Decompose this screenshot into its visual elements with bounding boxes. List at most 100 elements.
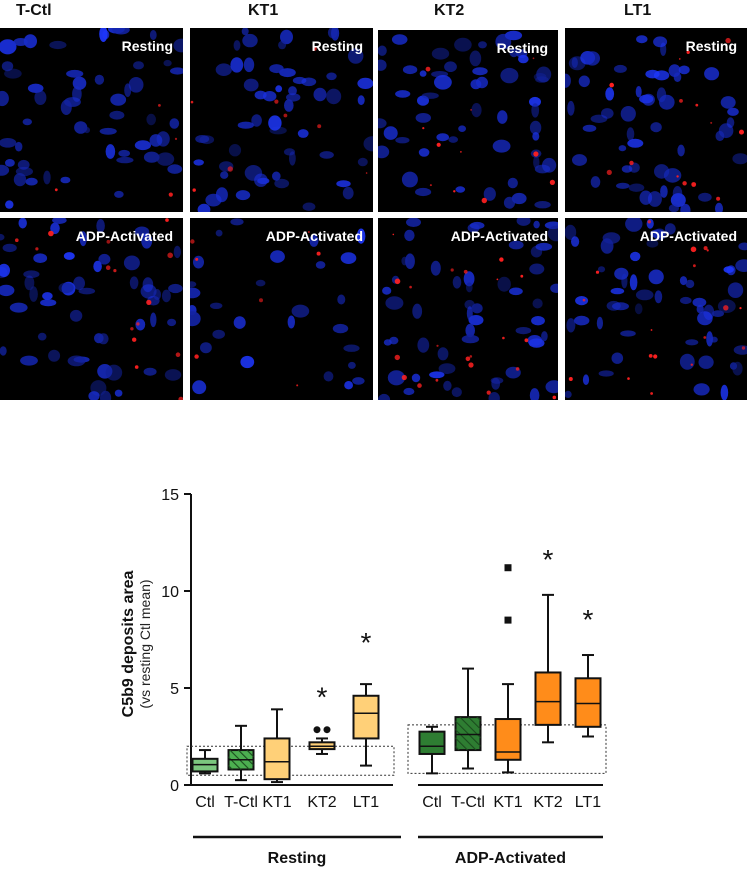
nucleus: [601, 108, 614, 119]
c5b9-deposit: [394, 278, 401, 285]
nucleus: [0, 138, 17, 148]
nucleus: [22, 118, 32, 126]
nucleus: [500, 67, 519, 84]
nucleus: [297, 129, 309, 138]
nucleus: [190, 281, 197, 288]
nucleus: [434, 75, 452, 90]
nucleus: [680, 296, 692, 305]
nucleus: [73, 276, 85, 290]
c5b9-deposit: [725, 37, 731, 44]
nucleus: [466, 282, 473, 293]
c5b9-deposit: [552, 395, 557, 400]
c5b9-deposit: [259, 298, 263, 303]
nucleus: [533, 155, 540, 169]
nucleus: [735, 259, 747, 272]
c5b9-deposit: [690, 246, 697, 253]
nucleus: [630, 251, 641, 262]
nucleus: [508, 240, 524, 250]
nucleus: [29, 286, 38, 302]
nucleus: [395, 90, 411, 98]
c5b9-deposit: [515, 367, 520, 371]
nucleus: [5, 200, 14, 209]
nucleus: [503, 196, 516, 209]
c5b9-deposit: [365, 172, 368, 174]
nucleus: [195, 135, 210, 143]
c5b9-deposit: [739, 307, 742, 310]
nucleus: [706, 331, 713, 347]
c5b9-deposit: [54, 188, 58, 192]
nucleus: [163, 59, 172, 67]
nucleus: [378, 145, 390, 159]
nucleus: [363, 136, 373, 152]
nucleus: [668, 204, 679, 212]
nucleus: [143, 367, 157, 376]
c5b9-deposit: [710, 121, 713, 124]
nucleus: [287, 315, 295, 329]
nucleus: [704, 67, 720, 81]
c5b9-deposit: [481, 197, 487, 204]
significance-star: *: [317, 681, 328, 712]
nucleus: [677, 144, 685, 157]
c5b9-deposit: [496, 278, 499, 281]
nucleus: [96, 219, 105, 233]
nucleus: [597, 266, 606, 273]
x-tick-label: KT2: [307, 794, 336, 811]
nucleus: [531, 103, 540, 118]
nucleus: [598, 370, 614, 377]
nucleus: [565, 224, 577, 240]
c5b9-deposit: [134, 365, 139, 369]
nucleus: [319, 151, 334, 159]
c5b9-deposit: [682, 181, 687, 186]
nucleus: [142, 277, 154, 293]
c5b9-deposit: [195, 257, 199, 261]
nucleus: [270, 250, 285, 263]
c5b9-deposit: [48, 230, 54, 237]
nucleus: [149, 30, 157, 40]
nucleus: [664, 223, 676, 235]
nucleus: [417, 337, 430, 353]
c5b9-deposit: [453, 190, 456, 193]
nucleus: [419, 70, 427, 77]
nucleus: [455, 186, 466, 193]
nucleus: [235, 190, 251, 201]
c5b9-deposit: [105, 265, 111, 270]
nucleus: [438, 363, 456, 374]
nucleus: [0, 233, 5, 241]
nucleus: [135, 318, 146, 331]
nucleus: [168, 283, 183, 294]
nucleus: [531, 316, 545, 326]
nucleus: [348, 361, 356, 369]
nucleus: [134, 140, 151, 151]
c5b9-deposit: [465, 356, 471, 362]
micrograph-tctl-activated: ADP-Activated: [0, 218, 183, 400]
nucleus: [715, 130, 725, 142]
x-tick-label: KT2: [533, 794, 562, 811]
reference-range-box: [186, 745, 395, 776]
nucleus: [461, 334, 480, 344]
c5b9-deposit: [316, 251, 321, 256]
nucleus: [105, 144, 116, 159]
nucleus: [357, 95, 365, 106]
nucleus: [529, 263, 545, 275]
nucleus: [421, 92, 439, 99]
nucleus: [590, 176, 601, 188]
nucleus: [550, 283, 558, 293]
nucleus: [50, 222, 60, 234]
c5b9-deposit: [679, 99, 683, 103]
nucleus: [99, 28, 108, 42]
c5b9-deposit: [136, 322, 140, 326]
nucleus: [533, 220, 540, 229]
c5b9-deposit: [695, 103, 699, 107]
nucleus: [301, 77, 317, 87]
nucleus: [612, 302, 629, 311]
nucleus: [703, 304, 715, 320]
nucleus: [340, 252, 357, 264]
c5b9-deposit: [283, 113, 288, 118]
nucleus: [170, 67, 183, 75]
nucleus: [110, 93, 127, 106]
nucleus: [636, 35, 648, 44]
nucleus: [169, 118, 180, 129]
nucleus: [24, 275, 35, 291]
nucleus: [547, 225, 558, 242]
c5b9-deposit: [274, 99, 279, 104]
